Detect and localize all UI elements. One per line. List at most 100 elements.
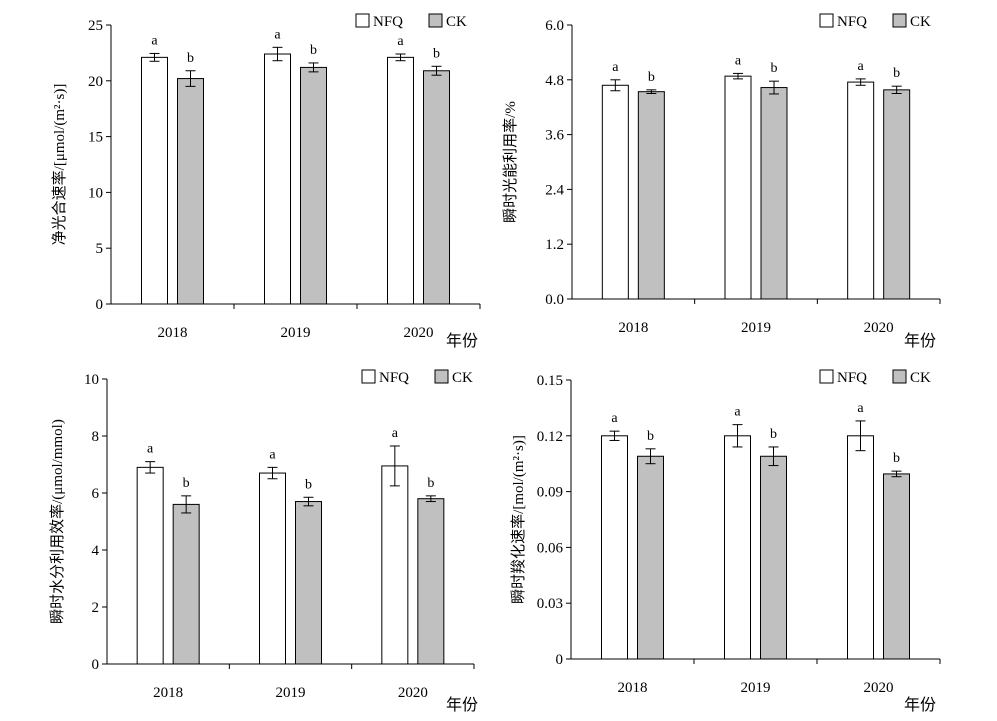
y-tick-label: 4.8 — [545, 73, 564, 89]
x-axis-unit: 年份 — [446, 332, 478, 350]
chart-panel-top-right: 0.0 1.2 2.4 3.6 4.8 6.0 瞬时光能利用率/% 2018 a b 2019 a b 2… — [502, 13, 941, 350]
bar-ck — [883, 89, 911, 300]
y-tick-label: 25 — [88, 18, 103, 34]
y-tick-label: 4 — [92, 543, 100, 559]
legend-swatch-nfq — [819, 369, 834, 384]
bar-ck — [177, 78, 204, 305]
bar-nfq — [601, 435, 628, 660]
legend-swatch-nfq — [819, 13, 834, 28]
bar-nfq — [724, 75, 752, 300]
bar-ck — [883, 473, 910, 660]
y-tick-label: 8 — [92, 429, 100, 445]
legend-swatch-ck — [892, 369, 907, 384]
y-tick-label: 10 — [84, 372, 99, 388]
x-axis-unit: 年份 — [904, 696, 936, 714]
x-axis-unit: 年份 — [904, 332, 936, 350]
bar-ck — [423, 70, 450, 305]
bar-nfq — [141, 56, 168, 305]
y-tick-label: 2 — [92, 600, 100, 616]
bar-ck — [760, 455, 787, 660]
x-tick-label: 2019 — [276, 685, 306, 701]
legend-label-ck: CK — [910, 370, 931, 386]
y-tick-label: 1.2 — [545, 237, 564, 253]
significance-letter: b — [893, 451, 900, 466]
significance-letter: b — [187, 51, 194, 66]
y-tick-label: 5 — [96, 241, 104, 257]
y-axis-title: 净光合速率/[μmol/(m²·s)] — [51, 84, 68, 246]
x-tick-label: 2019 — [281, 325, 311, 341]
bar-ck — [172, 503, 200, 665]
significance-letter: a — [274, 27, 281, 42]
bar-nfq — [847, 81, 875, 300]
bar-nfq — [259, 472, 286, 665]
legend-label-ck: CK — [910, 14, 931, 30]
significance-letter: b — [433, 46, 440, 61]
bar-ck — [300, 66, 327, 305]
legend: NFQ CK — [355, 13, 467, 30]
bar-nfq — [724, 435, 751, 660]
significance-letter: a — [612, 60, 619, 75]
x-tick-label: 2019 — [741, 680, 771, 696]
significance-letter: a — [269, 447, 276, 462]
legend-swatch-ck — [892, 13, 907, 28]
legend: NFQ CK — [819, 13, 931, 30]
significance-letter: b — [183, 476, 190, 491]
legend-label-nfq: NFQ — [837, 14, 867, 30]
significance-letter: a — [735, 53, 742, 68]
x-tick-label: 2020 — [864, 680, 894, 696]
y-tick-label: 0 — [96, 297, 104, 313]
x-axis-unit: 年份 — [446, 696, 478, 714]
bar-ck — [637, 91, 665, 300]
significance-letter: b — [771, 61, 778, 76]
bar-ck — [295, 501, 322, 665]
significance-letter: b — [648, 70, 655, 85]
legend-label-nfq: NFQ — [373, 14, 403, 30]
chart-panel-bottom-right: 0 0.03 0.06 0.09 0.12 0.15 瞬时羧化速率/[mol/(m²·s)]… — [509, 369, 941, 714]
y-tick-label: 0.03 — [537, 596, 563, 612]
significance-letter: b — [310, 43, 317, 58]
significance-letter: b — [305, 477, 312, 492]
x-tick-label: 2018 — [618, 680, 648, 696]
y-tick-label: 0 — [92, 657, 100, 673]
x-tick-label: 2018 — [158, 325, 188, 341]
y-axis-title: 瞬时光能利用率/% — [502, 101, 519, 223]
significance-letter: b — [647, 429, 654, 444]
y-tick-label: 0.0 — [545, 292, 564, 308]
x-tick-label: 2020 — [398, 685, 428, 701]
legend-swatch-ck — [434, 369, 449, 384]
y-tick-label: 15 — [88, 130, 103, 146]
y-tick-label: 0.15 — [537, 373, 563, 389]
bar-nfq — [264, 53, 291, 305]
significance-letter: b — [770, 427, 777, 442]
bar-nfq — [381, 465, 409, 665]
legend: NFQ CK — [819, 369, 931, 386]
y-axis-title: 瞬时羧化速率/[mol/(m²·s)] — [509, 435, 527, 604]
significance-letter: a — [857, 401, 864, 416]
y-tick-label: 2.4 — [545, 182, 564, 198]
legend-label-nfq: NFQ — [837, 370, 867, 386]
y-tick-label: 10 — [88, 185, 103, 201]
x-tick-label: 2020 — [864, 320, 894, 336]
bar-nfq — [847, 435, 874, 660]
chart-panel-top-left: 0 5 10 15 20 25 净光合速率/[μmol/(m²·s)] 2018 a b 2019 a… — [51, 13, 481, 350]
y-tick-label: 3.6 — [545, 128, 564, 144]
significance-letter: a — [151, 33, 158, 48]
legend-swatch-nfq — [361, 369, 376, 384]
y-tick-label: 20 — [88, 74, 103, 90]
significance-letter: b — [427, 476, 434, 491]
significance-letter: a — [392, 426, 399, 441]
legend: NFQ CK — [361, 369, 473, 386]
legend-label-ck: CK — [452, 370, 473, 386]
y-tick-label: 0 — [556, 652, 564, 668]
significance-letter: a — [147, 442, 154, 457]
y-tick-label: 6 — [92, 486, 100, 502]
bar-nfq — [136, 466, 164, 665]
x-tick-label: 2019 — [741, 320, 771, 336]
bar-ck — [637, 455, 664, 660]
legend-swatch-ck — [428, 13, 443, 28]
bar-ck — [417, 498, 445, 665]
y-tick-label: 6.0 — [545, 18, 564, 34]
bar-nfq — [601, 84, 629, 300]
significance-letter: a — [397, 34, 404, 49]
